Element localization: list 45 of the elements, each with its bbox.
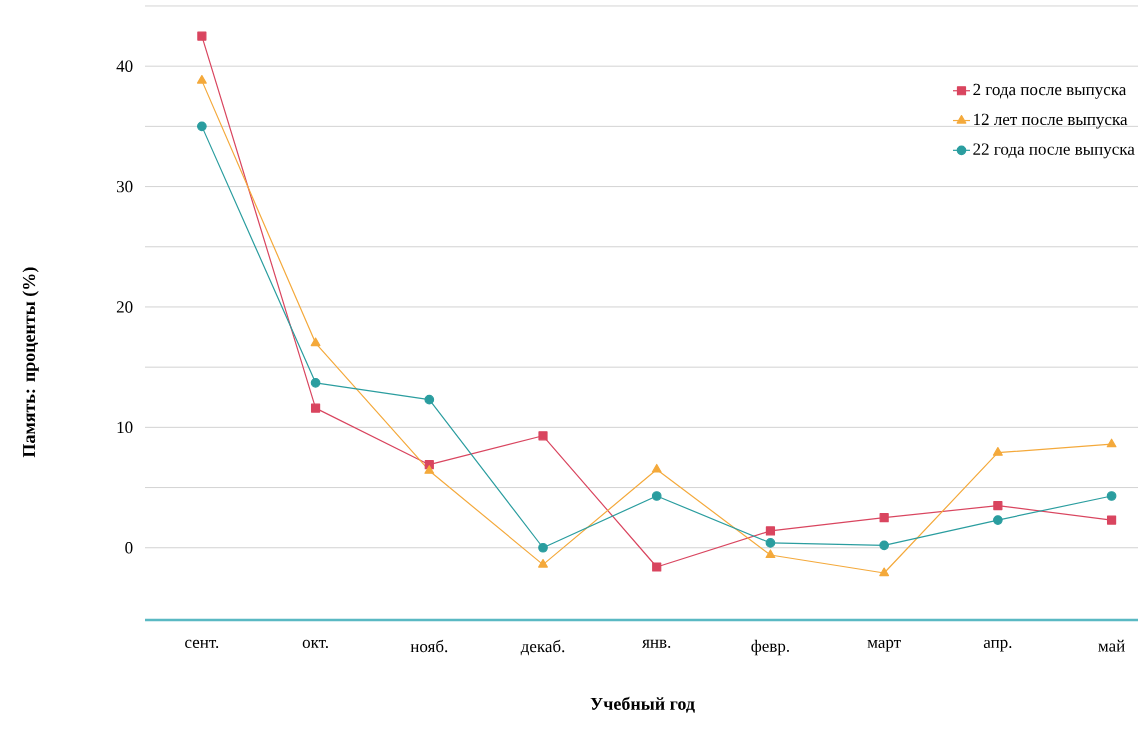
point <box>879 540 889 551</box>
x-tick-label: март <box>867 639 901 652</box>
legend-label: 2 года после выпуска <box>973 83 1127 99</box>
x-tick-label: апр. <box>983 639 1012 652</box>
y-tick-label: 40 <box>116 60 133 72</box>
point <box>765 549 776 559</box>
point <box>765 538 776 548</box>
x-tick-label: окт. <box>302 639 328 649</box>
y-axis-title: Память: проценты (%) <box>22 267 39 458</box>
point <box>310 337 321 347</box>
point <box>1106 438 1117 448</box>
y-tick-label: 10 <box>117 421 133 434</box>
y-tick-label: 30 <box>116 180 133 193</box>
point <box>538 559 548 568</box>
point <box>879 513 889 523</box>
point <box>651 463 662 473</box>
x-axis-title: Учебный год <box>590 696 695 713</box>
point <box>1106 491 1117 501</box>
y-tick-label: 0 <box>125 542 133 554</box>
point <box>992 447 1003 456</box>
point <box>196 75 207 84</box>
point <box>538 431 548 441</box>
point <box>424 465 435 474</box>
y-tick-label: 20 <box>116 301 133 313</box>
x-tick-label: янв. <box>642 639 671 648</box>
point <box>424 394 435 405</box>
x-tick-label: сент. <box>185 639 219 649</box>
point <box>652 562 662 572</box>
point <box>993 515 1003 525</box>
point <box>197 31 207 41</box>
x-tick-label: февр. <box>751 639 789 656</box>
point <box>879 567 890 577</box>
point <box>651 491 662 501</box>
point <box>310 377 321 388</box>
point <box>310 403 321 413</box>
legend-label: 12 лет после выпуска <box>974 113 1128 129</box>
point <box>538 542 548 553</box>
x-tick-label: май <box>1098 639 1125 652</box>
x-tick-label: декаб. <box>520 639 565 656</box>
legend-label: 22 года после выпуска <box>973 143 1135 159</box>
point <box>993 501 1003 511</box>
point <box>1106 515 1117 525</box>
point <box>765 526 776 536</box>
x-tick-label: нояб. <box>410 639 448 653</box>
point <box>197 121 207 132</box>
